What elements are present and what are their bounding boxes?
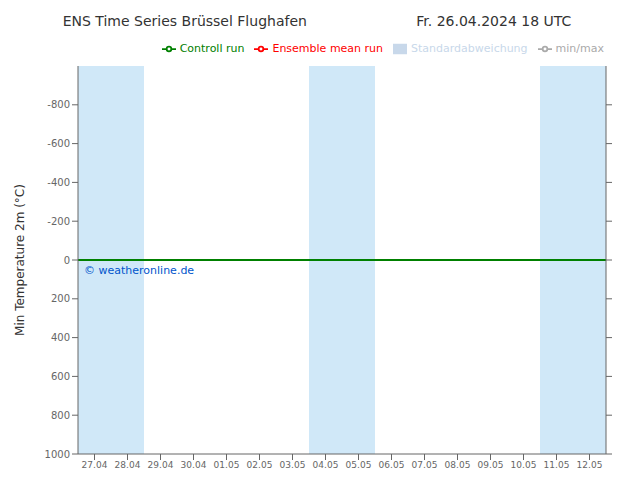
svg-text:03.05: 03.05	[280, 460, 306, 470]
svg-text:Min Temperature 2m (°C): Min Temperature 2m (°C)	[13, 184, 27, 336]
svg-text:10.05: 10.05	[511, 460, 537, 470]
svg-text:-200: -200	[47, 216, 70, 227]
html-text:min/max: min/max	[555, 42, 604, 55]
svg-text:-800: -800	[47, 99, 70, 110]
svg-text:800: 800	[51, 410, 70, 421]
svg-text:0: 0	[64, 255, 70, 266]
svg-text:07.05: 07.05	[412, 460, 438, 470]
svg-text:28.04: 28.04	[115, 460, 141, 470]
svg-text:08.05: 08.05	[445, 460, 471, 470]
svg-text:01.05: 01.05	[214, 460, 240, 470]
svg-text:30.04: 30.04	[181, 460, 207, 470]
svg-text:1000: 1000	[45, 449, 70, 460]
html-text:© weatheronline.de: © weatheronline.de	[84, 264, 195, 277]
svg-text:09.05: 09.05	[478, 460, 504, 470]
svg-text:29.04: 29.04	[148, 460, 174, 470]
svg-text:11.05: 11.05	[544, 460, 570, 470]
svg-text:06.05: 06.05	[379, 460, 405, 470]
html-text:Ensemble mean run: Ensemble mean run	[272, 42, 383, 55]
html-text:Standardabweichung: Standardabweichung	[411, 42, 528, 55]
html-text:Fr. 26.04.2024 18 UTC: Fr. 26.04.2024 18 UTC	[416, 13, 572, 29]
svg-text:600: 600	[51, 371, 70, 382]
svg-text:12.05: 12.05	[577, 460, 603, 470]
svg-text:04.05: 04.05	[313, 460, 339, 470]
svg-text:400: 400	[51, 332, 70, 343]
html-text:ENS Time Series Brüssel Flugha: ENS Time Series Brüssel Flughafen	[62, 13, 307, 29]
svg-text:05.05: 05.05	[346, 460, 372, 470]
svg-text:200: 200	[51, 293, 70, 304]
svg-text:02.05: 02.05	[247, 460, 273, 470]
svg-text:-400: -400	[47, 177, 70, 188]
html-text:Controll run: Controll run	[179, 42, 245, 55]
svg-text:27.04: 27.04	[82, 460, 108, 470]
svg-text:-600: -600	[47, 138, 70, 149]
